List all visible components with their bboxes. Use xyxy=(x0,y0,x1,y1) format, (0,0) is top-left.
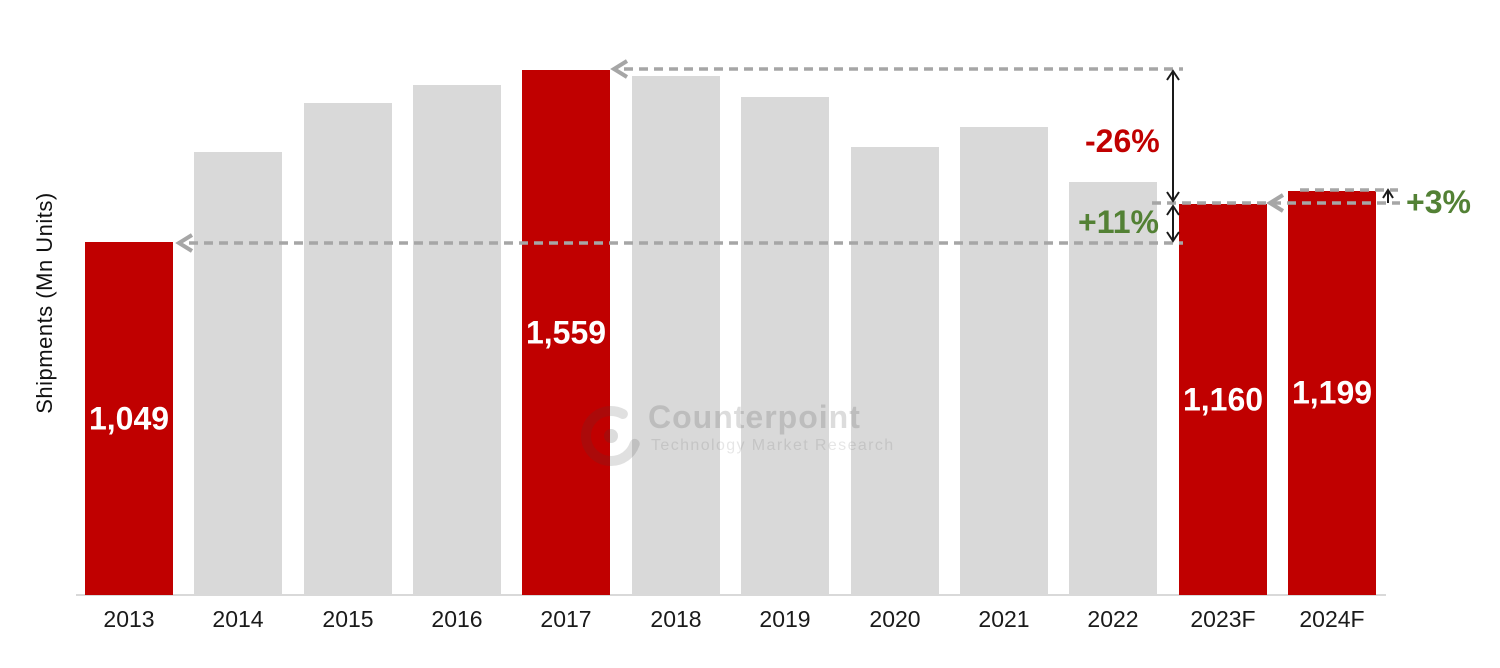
growth-arrow-up-icon xyxy=(1382,188,1394,199)
bar-2024F: 1,199 xyxy=(1288,191,1376,595)
bar-value-label-2024F: 1,199 xyxy=(1291,374,1373,411)
x-axis-label-2018: 2018 xyxy=(650,606,702,632)
forecast-2023-arrowhead-icon xyxy=(1266,193,1285,213)
bar-2019 xyxy=(741,97,829,595)
peak-guide-arrowhead-icon xyxy=(610,59,629,79)
bar-2013: 1,049 xyxy=(85,242,173,595)
bar-value-label-2017: 1,559 xyxy=(525,314,607,350)
x-axis-label-2013: 2013 xyxy=(103,606,155,632)
bar-2022 xyxy=(1069,182,1157,595)
x-axis-label-2019: 2019 xyxy=(759,606,811,632)
x-axis-label-2017: 2017 xyxy=(540,606,592,632)
annotation-growth-label: +3% xyxy=(1406,184,1471,220)
x-axis-label-2022: 2022 xyxy=(1087,606,1139,632)
x-axis-label-2024F: 2024F xyxy=(1299,606,1365,632)
x-axis-label-2016: 2016 xyxy=(431,606,483,632)
bar-value-label-2023F: 1,160 xyxy=(1182,381,1264,417)
bar-2014 xyxy=(194,152,282,595)
decline-arrow-down-icon xyxy=(1166,191,1180,203)
x-axis-label-2015: 2015 xyxy=(322,606,374,632)
bar-2016 xyxy=(413,85,501,595)
x-axis-label-2021: 2021 xyxy=(978,606,1030,632)
x-axis-label-2020: 2020 xyxy=(869,606,921,632)
bar-2015 xyxy=(304,103,392,595)
x-axis-line xyxy=(76,594,1386,596)
bar-2017: 1,559 xyxy=(522,70,610,595)
bar-2021 xyxy=(960,127,1048,595)
bar-2023F: 1,160 xyxy=(1179,204,1267,595)
x-axis-label-2014: 2014 xyxy=(212,606,264,632)
bar-2020 xyxy=(851,147,939,595)
bar-2018 xyxy=(632,76,720,595)
bar-value-label-2013: 1,049 xyxy=(88,400,170,436)
x-axis-label-2023F: 2023F xyxy=(1190,606,1256,632)
decline-arrow-up-icon xyxy=(1166,69,1180,81)
recovery-arrow-up-icon xyxy=(1166,204,1180,216)
annotation-recovery-label: +11% xyxy=(1078,204,1159,240)
base-guide-arrowhead-icon xyxy=(175,233,194,253)
annotation-decline-label: -26% xyxy=(1085,123,1160,159)
y-axis-title: Shipments (Mn Units) xyxy=(32,192,57,414)
recovery-arrow-down-icon xyxy=(1166,231,1180,243)
